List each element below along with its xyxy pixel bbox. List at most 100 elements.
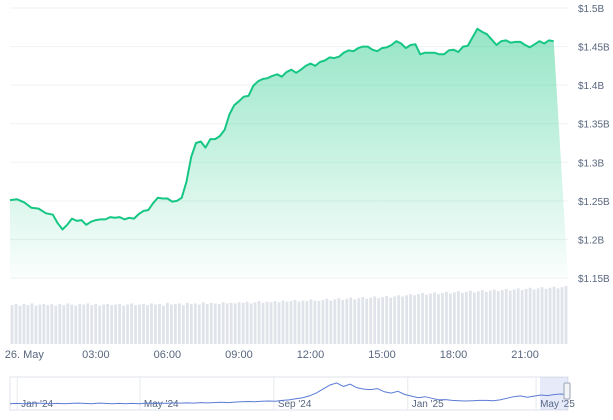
volume-bar [405, 295, 408, 344]
navigator-tick-label: May '24 [144, 399, 179, 410]
volume-bar [357, 298, 361, 344]
volume-bar [552, 286, 556, 344]
volume-bar [556, 288, 560, 344]
volume-bar [508, 290, 512, 344]
range-navigator[interactable]: Jan '24 May '24 Sep '24 Jan '25 May '25 [9, 376, 575, 411]
volume-bar [38, 304, 42, 344]
volume-bar [14, 303, 18, 344]
volume-bar [301, 300, 305, 344]
x-tick-label: 03:00 [82, 349, 110, 361]
x-tick-label: 06:00 [154, 349, 182, 361]
x-tick-label: 12:00 [297, 349, 325, 361]
volume-bar [365, 298, 369, 344]
volume-bar [472, 292, 476, 344]
volume-bar [317, 301, 321, 344]
volume-bar [66, 303, 70, 344]
volume-bar [265, 301, 269, 344]
volume-bar [453, 292, 456, 344]
volume-bar [134, 305, 137, 344]
volume-bar [504, 288, 508, 344]
volume-bar [413, 295, 416, 344]
navigator-tick-label: May '25 [540, 399, 575, 410]
navigator-history-line [9, 382, 569, 405]
volume-bar [201, 302, 205, 344]
volume-bar [54, 305, 58, 344]
volume-bar [257, 301, 261, 344]
x-tick-label: 21:00 [511, 349, 539, 361]
volume-bar [321, 299, 325, 344]
volume-bar [492, 289, 496, 344]
volume-bar [349, 297, 353, 344]
volume-bar [34, 305, 38, 344]
volume-bar [496, 291, 500, 344]
volume-bar [532, 289, 536, 344]
volume-bar [353, 299, 357, 344]
volume-bar [22, 303, 26, 344]
volume-bar [289, 301, 293, 344]
volume-bar [18, 305, 22, 344]
volume-bar [464, 291, 468, 344]
y-tick-label: $1.2B [578, 235, 604, 246]
y-tick-label: $1.15B [578, 274, 610, 285]
volume-bar [516, 288, 520, 344]
volume-bar [500, 290, 504, 344]
x-tick-label: 09:00 [225, 349, 253, 361]
volume-bar [345, 298, 349, 344]
volume-bar [58, 303, 62, 344]
volume-bar [189, 303, 193, 344]
volume-bar [122, 305, 125, 344]
x-tick-label: 26. May [5, 349, 45, 361]
volume-bar [329, 300, 333, 344]
y-tick-label: $1.35B [578, 120, 610, 131]
volume-bar [512, 289, 516, 344]
volume-bar [460, 292, 464, 344]
volume-bar [74, 305, 78, 344]
y-tick-label: $1.25B [578, 197, 610, 208]
volume-bar [118, 303, 121, 344]
volume-bar [313, 300, 317, 344]
volume-bar [245, 301, 249, 344]
volume-bar [150, 303, 153, 344]
volume-bar [170, 304, 173, 344]
volume-bar [437, 294, 440, 344]
volume-bar [26, 305, 30, 344]
volume-bar [42, 303, 46, 344]
volume-bar [46, 305, 50, 344]
volume-bar [393, 296, 397, 344]
volume-bar [389, 297, 393, 344]
volume-bar [564, 286, 568, 344]
volume-bar [429, 293, 432, 344]
volume-bar [373, 296, 377, 344]
volume-bar [70, 304, 74, 344]
volume-bar [241, 302, 245, 344]
x-tick-label: 18:00 [440, 349, 468, 361]
volume-bar [249, 303, 253, 344]
volume-bar [285, 301, 289, 344]
volume-bar [457, 291, 460, 344]
navigator-selection[interactable] [540, 377, 568, 410]
volume-bar [217, 303, 221, 344]
price-area-fill [10, 28, 568, 278]
volume-bar [297, 301, 301, 344]
volume-bar [341, 299, 345, 344]
volume-bar [62, 305, 66, 344]
x-axis: 26. May 03:00 06:00 09:00 12:00 15:00 18:00 21:… [5, 349, 539, 361]
price-line [9, 27, 554, 231]
volume-bar [269, 302, 273, 344]
volume-bar [154, 304, 157, 344]
volume-bar [94, 303, 98, 344]
volume-bar [126, 304, 129, 344]
navigator-handle[interactable] [563, 382, 571, 400]
volume-bar [162, 305, 165, 344]
volume-bar [237, 302, 241, 344]
volume-bar [385, 295, 389, 344]
volume-bar [193, 303, 197, 344]
volume-bar [409, 294, 412, 344]
volume-bar [146, 305, 149, 344]
volume-bar [445, 291, 448, 344]
volume-bar [433, 292, 436, 344]
volume-bar [82, 304, 86, 344]
navigator-tick-label: Sep '24 [278, 399, 312, 410]
x-tick-label: 15:00 [368, 349, 396, 361]
